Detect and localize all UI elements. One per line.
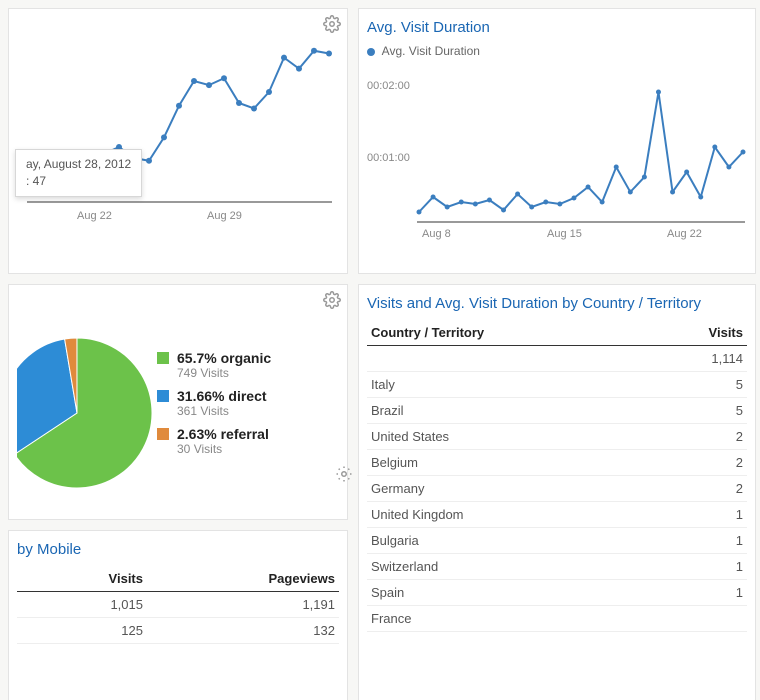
traffic-pie-chart: [17, 303, 157, 503]
cell-visits: 5: [648, 398, 747, 424]
mobile-title: by Mobile: [17, 541, 339, 558]
cell-country: United Kingdom: [367, 502, 648, 528]
x-tick: Aug 8: [422, 228, 451, 240]
cell-visits: 1: [648, 554, 747, 580]
cell-visits: 1: [648, 502, 747, 528]
cell-country: [367, 346, 648, 372]
table-row[interactable]: Germany2: [367, 476, 747, 502]
tooltip-date: ay, August 28, 2012: [26, 156, 131, 173]
col-visits: Visits: [648, 320, 747, 346]
cell-country: France: [367, 606, 648, 632]
cell-visits: 1,114: [648, 346, 747, 372]
table-header-row: Visits Pageviews: [17, 566, 339, 592]
table-row[interactable]: Brazil5: [367, 398, 747, 424]
cell-country: Brazil: [367, 398, 648, 424]
table-row[interactable]: Switzerland1: [367, 554, 747, 580]
visits-chart-panel: ay, August 28, 2012 : 47 Aug 22 Aug 29: [8, 8, 348, 274]
cell-country: Italy: [367, 372, 648, 398]
country-table-panel: Visits and Avg. Visit Duration by Countr…: [358, 284, 756, 700]
col-blank: [17, 566, 38, 592]
gear-icon[interactable]: [323, 15, 341, 33]
cell-visits: 1,015: [38, 592, 147, 618]
table-row[interactable]: 125132: [17, 618, 339, 644]
cell-visits: 1: [648, 580, 747, 606]
legend-row-organic: 65.7% organic 749 Visits: [157, 350, 339, 380]
table-row[interactable]: Spain1: [367, 580, 747, 606]
swatch-icon: [157, 352, 169, 364]
duration-legend: Avg. Visit Duration: [367, 44, 747, 58]
table-row[interactable]: Italy5: [367, 372, 747, 398]
gear-icon[interactable]: [335, 465, 353, 483]
cell-country: Belgium: [367, 450, 648, 476]
duration-chart-panel: Avg. Visit Duration Avg. Visit Duration …: [358, 8, 756, 274]
tooltip-value: : 47: [26, 173, 131, 190]
cell-country: United States: [367, 424, 648, 450]
cell-pageviews: 132: [147, 618, 339, 644]
y-tick: 00:02:00: [367, 80, 410, 92]
x-tick: Aug 22: [667, 228, 702, 240]
duration-title: Avg. Visit Duration: [367, 19, 747, 36]
legend-dot-icon: [367, 48, 375, 56]
gear-icon[interactable]: [323, 291, 341, 309]
table-header-row: Country / Territory Visits: [367, 320, 747, 346]
x-tick: Aug 29: [207, 210, 242, 222]
table-row[interactable]: Belgium2: [367, 450, 747, 476]
cell-visits: 2: [648, 450, 747, 476]
cell-visits: [648, 606, 747, 632]
duration-line-chart: Aug 8 Aug 15 Aug 22: [367, 62, 747, 242]
cell-visits: 1: [648, 528, 747, 554]
col-pageviews: Pageviews: [147, 566, 339, 592]
cell-visits: 2: [648, 424, 747, 450]
traffic-sources-panel: 65.7% organic 749 Visits 31.66% direct 3…: [8, 284, 348, 520]
swatch-icon: [157, 428, 169, 440]
duration-legend-label: Avg. Visit Duration: [382, 44, 480, 58]
cell-country: Bulgaria: [367, 528, 648, 554]
cell-label: [17, 618, 38, 644]
cell-visits: 2: [648, 476, 747, 502]
cell-country: Spain: [367, 580, 648, 606]
table-row[interactable]: Bulgaria1: [367, 528, 747, 554]
table-row[interactable]: 1,0151,191: [17, 592, 339, 618]
cell-country: Switzerland: [367, 554, 648, 580]
chart-tooltip: ay, August 28, 2012 : 47: [15, 149, 142, 197]
table-row[interactable]: United Kingdom1: [367, 502, 747, 528]
swatch-icon: [157, 390, 169, 402]
y-tick: 00:01:00: [367, 152, 410, 164]
legend-row-referral: 2.63% referral 30 Visits: [157, 426, 339, 456]
table-row[interactable]: France: [367, 606, 747, 632]
mobile-table-panel: by Mobile Visits Pageviews 1,0151,191125…: [8, 530, 348, 700]
table-row[interactable]: 1,114: [367, 346, 747, 372]
col-country: Country / Territory: [367, 320, 648, 346]
cell-pageviews: 1,191: [147, 592, 339, 618]
cell-country: Germany: [367, 476, 648, 502]
country-table: Country / Territory Visits 1,114Italy5Br…: [367, 320, 747, 632]
mobile-table: Visits Pageviews 1,0151,191125132: [17, 566, 339, 644]
table-row[interactable]: United States2: [367, 424, 747, 450]
col-visits: Visits: [38, 566, 147, 592]
x-tick: Aug 22: [77, 210, 112, 222]
country-table-title: Visits and Avg. Visit Duration by Countr…: [367, 295, 747, 312]
cell-visits: 5: [648, 372, 747, 398]
x-tick: Aug 15: [547, 228, 582, 240]
cell-visits: 125: [38, 618, 147, 644]
legend-row-direct: 31.66% direct 361 Visits: [157, 388, 339, 418]
cell-label: [17, 592, 38, 618]
